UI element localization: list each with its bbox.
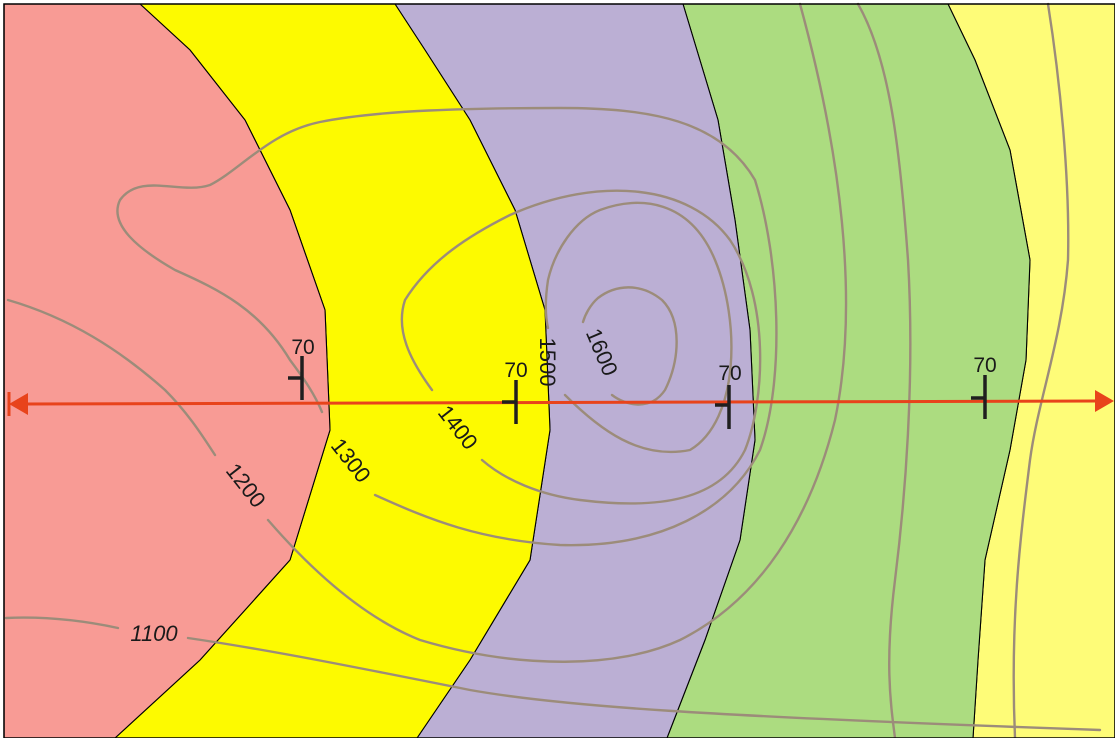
section-arrow-right-icon [1095,390,1114,412]
dip-label-1: 70 [291,336,314,359]
contour-1400 [400,189,762,505]
dip-symbol-1: 70 [288,336,315,400]
dip-symbol-4: 70 [971,354,997,419]
geologic-unit-1 [3,3,331,738]
dip-symbol-3: 70 [715,362,742,429]
contour-extra-2 [1012,2,1070,738]
contour-label-1500: 1500 [535,338,560,387]
map-frame [3,3,1115,738]
dip-label-4: 70 [973,354,996,377]
contour-label-1100: 1100 [130,621,178,646]
dip-symbols: 70 70 70 70 [288,336,997,429]
dip-symbol-2: 70 [502,359,528,424]
cross-section-line[interactable] [7,390,1114,416]
contour-1500 [544,201,733,454]
contour-1200 [6,2,848,663]
dip-label-3: 70 [718,362,741,385]
contour-1300 [116,106,778,547]
dip-label-2: 70 [504,359,527,382]
contour-1100 [4,616,1102,732]
contour-extra-1 [856,2,912,738]
section-line [23,399,1097,406]
section-arrow-left-icon [9,393,28,415]
